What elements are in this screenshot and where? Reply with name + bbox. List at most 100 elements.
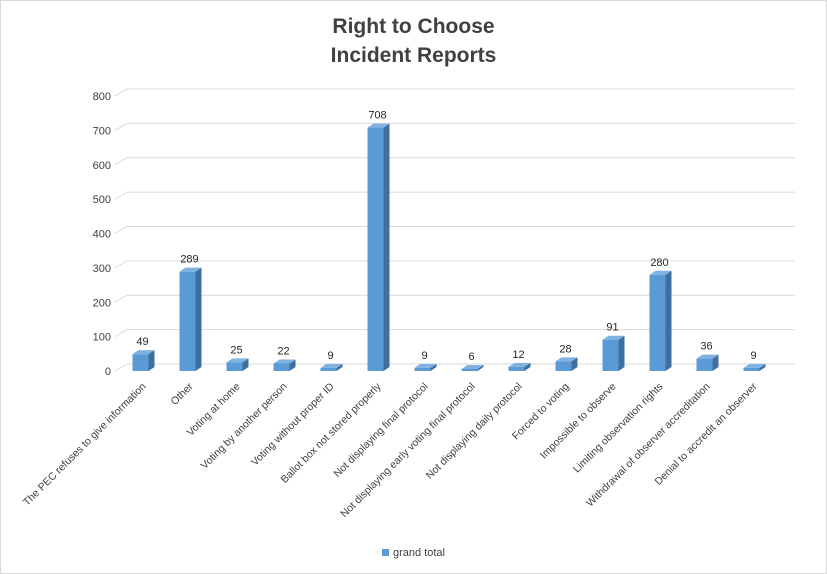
data-label: 49 <box>136 336 148 348</box>
data-label: 12 <box>512 349 524 361</box>
bar-front <box>696 358 713 371</box>
bar-front <box>179 271 196 371</box>
bar-side <box>242 358 249 371</box>
y-tick-label: 500 <box>93 194 111 206</box>
gridline-500 <box>114 191 795 200</box>
category-label: Limiting observation rights <box>571 381 666 476</box>
bar-front <box>743 367 760 371</box>
category-label: Ballot box not stored properly <box>279 380 385 486</box>
bar <box>743 363 766 371</box>
bar-side <box>712 354 719 371</box>
bar-side <box>383 123 390 371</box>
data-label: 280 <box>650 257 668 269</box>
y-tick-label: 300 <box>93 263 111 275</box>
category-label: The PEC refuses to give information <box>21 381 149 509</box>
bars <box>132 123 766 371</box>
bar <box>414 363 437 371</box>
legend: grand total <box>0 547 827 559</box>
data-label: 708 <box>368 110 386 122</box>
bar-top <box>508 362 531 367</box>
bar-top <box>226 358 249 363</box>
chart-title-line-1: Right to Choose <box>332 15 495 38</box>
bar-front <box>414 367 431 371</box>
bar-side <box>195 267 202 371</box>
y-tick-label: 200 <box>93 297 111 309</box>
y-tick-label: 600 <box>93 160 111 172</box>
y-tick-label: 800 <box>93 91 111 103</box>
gridline-300 <box>114 260 795 269</box>
y-tick-label: 100 <box>93 332 111 344</box>
bar-side <box>289 359 296 371</box>
bar-top <box>461 364 484 369</box>
gridline-0 <box>114 363 795 372</box>
bar-front <box>320 367 337 371</box>
bar <box>461 364 484 371</box>
bar-top <box>649 270 672 275</box>
data-label: 6 <box>468 351 474 363</box>
bar <box>649 270 672 371</box>
bar-front <box>226 362 243 371</box>
category-label: Voting without proper ID <box>249 380 337 468</box>
data-label: 9 <box>750 350 756 362</box>
bar-side <box>148 350 155 371</box>
bar-side <box>336 363 343 371</box>
bar-side <box>618 335 625 371</box>
y-axis-ticks: 0 100 200 300 400 500 600 700 800 <box>93 91 111 378</box>
y-tick-label: 700 <box>93 125 111 137</box>
data-label: 9 <box>421 350 427 362</box>
data-label: 25 <box>230 344 242 356</box>
bar <box>555 357 578 371</box>
bar-front <box>508 366 525 371</box>
y-tick-label: 0 <box>105 366 111 378</box>
category-label: Not displaying final protocol <box>331 381 430 480</box>
bar <box>508 362 531 371</box>
chart-title-line-2: Incident Reports <box>330 44 497 67</box>
bar-side <box>665 270 672 371</box>
gridline-100 <box>114 329 795 338</box>
data-labels: 49 289 25 22 9 708 9 6 12 28 91 280 36 9 <box>136 110 756 363</box>
bar-front <box>602 339 619 371</box>
data-label: 36 <box>700 341 712 353</box>
category-label: Denial to accredit an observer <box>652 380 759 487</box>
bar-front <box>367 127 384 371</box>
y-tick-label: 400 <box>93 229 111 241</box>
grid-lines <box>114 88 795 372</box>
gridline-200 <box>114 294 795 303</box>
data-label: 9 <box>327 350 333 362</box>
bar-front <box>132 354 149 371</box>
bar <box>367 123 390 371</box>
data-label: 28 <box>559 343 571 355</box>
category-labels: The PEC refuses to give information Other… <box>21 380 760 520</box>
bar-front <box>649 274 666 371</box>
legend-swatch <box>382 549 389 556</box>
bar-top <box>743 363 766 368</box>
bar-side <box>571 357 578 371</box>
bar-top <box>555 357 578 362</box>
bar-front <box>273 363 290 371</box>
data-label: 22 <box>277 345 289 357</box>
gridline-600 <box>114 157 795 166</box>
bar <box>179 267 202 371</box>
bar <box>602 335 625 371</box>
bar-side <box>430 363 437 371</box>
bar-top <box>696 354 719 359</box>
bar <box>226 358 249 371</box>
bar-top <box>179 267 202 272</box>
bar-front <box>555 361 572 371</box>
bar <box>320 363 343 371</box>
gridline-400 <box>114 226 795 234</box>
gridline-700 <box>114 122 795 131</box>
bar <box>696 354 719 371</box>
data-label: 91 <box>606 322 618 334</box>
bar-top <box>367 123 390 128</box>
gridline-800 <box>114 88 795 97</box>
bar-front <box>461 368 478 371</box>
category-label: Not displaying daily protocol <box>424 381 525 482</box>
bar-top <box>414 363 437 368</box>
bar-side <box>477 364 484 371</box>
bar-top <box>273 359 296 364</box>
bar <box>132 350 155 371</box>
bar-top <box>602 335 625 340</box>
